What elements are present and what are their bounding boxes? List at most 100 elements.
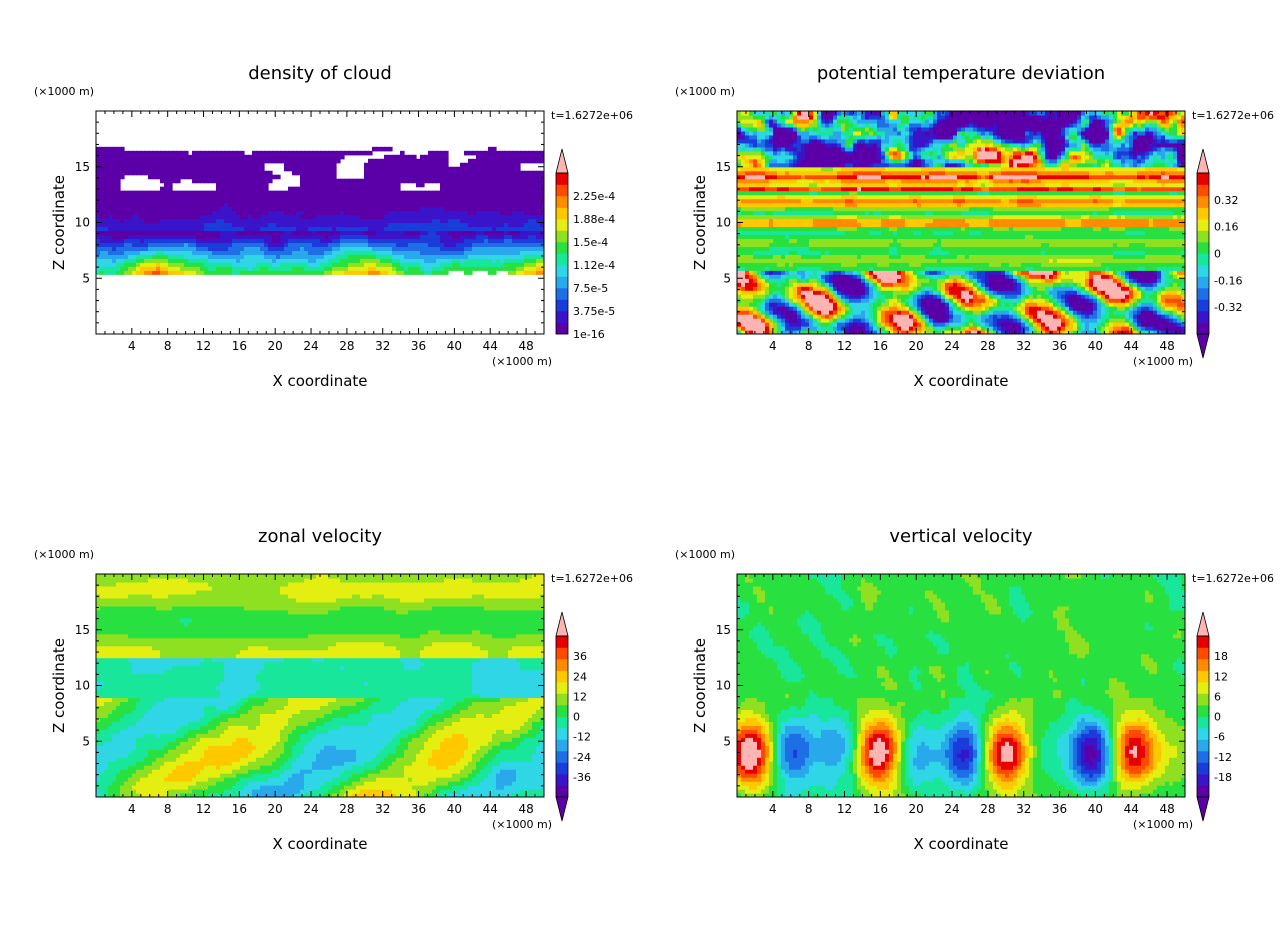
heatmap-cell xyxy=(789,258,794,263)
heatmap-cell xyxy=(777,191,782,196)
heatmap-cell xyxy=(432,230,437,235)
heatmap-cell xyxy=(837,179,842,184)
heatmap-cell xyxy=(236,219,241,224)
heatmap-cell xyxy=(813,314,818,319)
heatmap-cell xyxy=(484,167,489,172)
heatmap-cell xyxy=(316,211,321,216)
heatmap-cell xyxy=(296,254,301,259)
heatmap-cell xyxy=(801,242,806,247)
heatmap-cell xyxy=(184,151,189,156)
heatmap-cell xyxy=(364,270,369,275)
heatmap-cell xyxy=(360,207,365,212)
heatmap-cell xyxy=(104,223,109,228)
heatmap-cell xyxy=(809,179,814,184)
heatmap-cell xyxy=(528,219,533,224)
heatmap-cell xyxy=(745,226,750,231)
heatmap-cell xyxy=(392,159,397,164)
heatmap-cell xyxy=(196,219,201,224)
heatmap-cell xyxy=(773,211,778,216)
heatmap-cell xyxy=(256,238,261,243)
heatmap-cell xyxy=(528,242,533,247)
heatmap-cell xyxy=(801,199,806,204)
heatmap-cell xyxy=(472,195,477,200)
heatmap-cell xyxy=(456,203,461,208)
heatmap-cell xyxy=(468,234,473,239)
heatmap-cell xyxy=(316,163,321,168)
heatmap-cell xyxy=(384,163,389,168)
heatmap-cell xyxy=(116,246,121,251)
heatmap-cell xyxy=(132,159,137,164)
heatmap-cell xyxy=(164,151,169,156)
heatmap-cell xyxy=(160,207,165,212)
heatmap-cell xyxy=(420,179,425,184)
heatmap-cell xyxy=(492,191,497,196)
heatmap-cell xyxy=(432,203,437,208)
heatmap-cell xyxy=(168,250,173,255)
heatmap-cell xyxy=(472,246,477,251)
heatmap-cell xyxy=(841,278,846,283)
heatmap-cell xyxy=(376,266,381,271)
heatmap-cell xyxy=(280,151,285,156)
heatmap-cell xyxy=(412,250,417,255)
heatmap-cell xyxy=(825,163,830,168)
heatmap-cell xyxy=(256,179,261,184)
heatmap-cell xyxy=(364,207,369,212)
heatmap-cell xyxy=(500,262,505,267)
heatmap-cell xyxy=(380,230,385,235)
heatmap-cell xyxy=(801,262,806,267)
heatmap-cell xyxy=(364,234,369,239)
heatmap-cell xyxy=(448,230,453,235)
heatmap-cell xyxy=(180,191,185,196)
heatmap-cell xyxy=(400,215,405,220)
heatmap-cell xyxy=(140,171,145,176)
heatmap-cell xyxy=(220,175,225,180)
heatmap-cell xyxy=(765,127,770,132)
heatmap-cell xyxy=(140,211,145,216)
heatmap-cell xyxy=(404,163,409,168)
heatmap-cell xyxy=(793,270,798,275)
heatmap-cell xyxy=(188,223,193,228)
heatmap-cell xyxy=(192,175,197,180)
heatmap-cell xyxy=(224,183,229,188)
heatmap-cell xyxy=(468,250,473,255)
heatmap-cell xyxy=(232,219,237,224)
heatmap-cell xyxy=(829,318,834,323)
heatmap-cell xyxy=(781,203,786,208)
heatmap-cell xyxy=(785,123,790,128)
heatmap-cell xyxy=(424,191,429,196)
heatmap-cell xyxy=(737,310,742,315)
heatmap-cell xyxy=(416,250,421,255)
heatmap-cell xyxy=(757,234,762,239)
heatmap-cell xyxy=(793,294,798,299)
heatmap-cell xyxy=(220,171,225,176)
heatmap-cell xyxy=(368,207,373,212)
heatmap-cell xyxy=(244,191,249,196)
heatmap-cell xyxy=(536,266,541,271)
heatmap-cell xyxy=(793,302,798,307)
heatmap-cell xyxy=(380,211,385,216)
heatmap-cell xyxy=(292,215,297,220)
heatmap-cell xyxy=(224,155,229,160)
heatmap-cell xyxy=(164,250,169,255)
heatmap-cell xyxy=(745,286,750,291)
heatmap-cell xyxy=(388,171,393,176)
heatmap-cell xyxy=(188,163,193,168)
heatmap-cell xyxy=(801,143,806,148)
heatmap-cell xyxy=(244,203,249,208)
heatmap-cell xyxy=(336,270,341,275)
heatmap-cell xyxy=(316,238,321,243)
heatmap-cell xyxy=(128,250,133,255)
heatmap-cell xyxy=(108,151,113,156)
heatmap-cell xyxy=(296,203,301,208)
heatmap-cell xyxy=(773,234,778,239)
heatmap-cell xyxy=(248,266,253,271)
heatmap-cell xyxy=(112,151,117,156)
heatmap-cell xyxy=(212,155,217,160)
heatmap-cell xyxy=(512,266,517,271)
heatmap-cell xyxy=(328,187,333,192)
heatmap-cell xyxy=(773,215,778,220)
heatmap-cell xyxy=(136,242,141,247)
heatmap-cell xyxy=(124,258,129,263)
heatmap-cell xyxy=(480,266,485,271)
heatmap-cell xyxy=(164,270,169,275)
